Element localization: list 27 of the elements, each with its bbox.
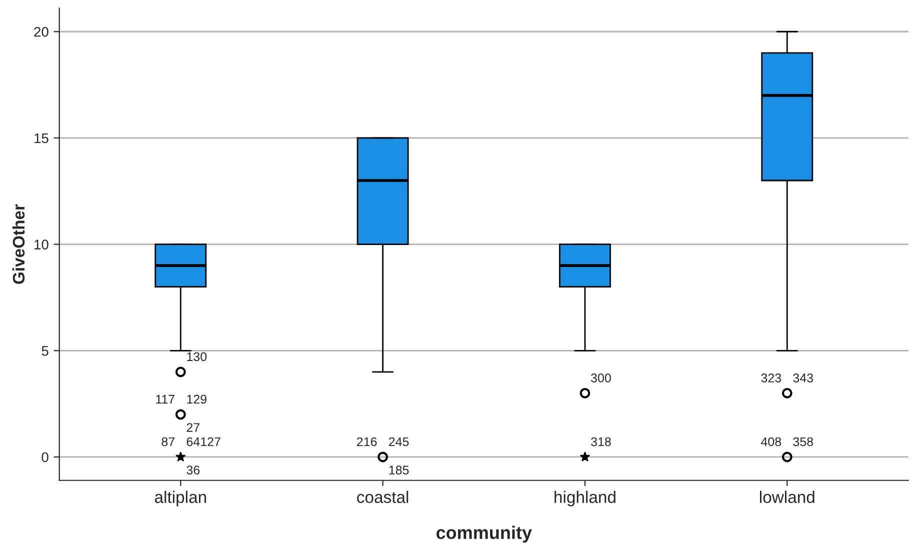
annotation: 185 [389, 466, 409, 474]
annotation: 117 [156, 394, 174, 404]
annotation: 36 [186, 466, 200, 474]
annotation: 87 [162, 437, 174, 446]
y-tick-label: 15 [34, 133, 48, 144]
annotation: 130 [187, 352, 207, 362]
x-axis-title: community [436, 526, 532, 543]
annotation: 216 [357, 437, 377, 446]
x-tick-label: coastal [357, 490, 408, 504]
annotation: 323 [761, 374, 782, 382]
annotation: 358 [793, 437, 814, 446]
annotation: 408 [761, 437, 782, 446]
x-tick-label: altiplan [154, 490, 206, 506]
annotation: 343 [793, 374, 813, 382]
x-tick-label: lowland [760, 490, 814, 504]
annotation: 64127 [186, 437, 220, 446]
annotation: 27 [186, 423, 200, 432]
x-tick-label: highland [554, 490, 616, 506]
annotation: 300 [591, 374, 611, 382]
y-tick-label: 0 [42, 452, 48, 462]
y-tick-label: 20 [34, 26, 48, 37]
annotation: 245 [388, 437, 409, 446]
y-tick-label: 5 [42, 346, 48, 356]
annotation: 318 [591, 437, 611, 446]
annotation: 129 [187, 394, 206, 404]
y-tick-label: 10 [34, 240, 48, 250]
y-axis-title: GiveOther [12, 204, 25, 284]
